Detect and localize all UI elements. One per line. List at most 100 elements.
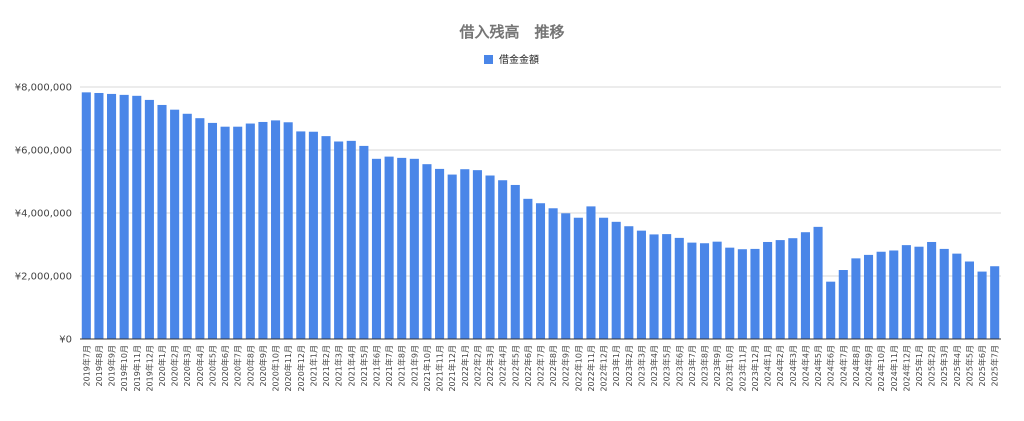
x-tick-label: 2020年8月 — [245, 345, 255, 386]
x-tick-label: 2025年7月 — [990, 345, 1000, 386]
bar — [725, 247, 735, 339]
bar — [435, 168, 445, 339]
bar — [826, 281, 836, 339]
bar — [750, 248, 760, 339]
x-tick-label: 2022年6月 — [523, 345, 533, 386]
x-tick-label: 2022年5月 — [510, 345, 520, 386]
x-tick-label: 2020年3月 — [182, 345, 192, 386]
bar — [157, 104, 167, 339]
bar — [737, 249, 747, 339]
x-tick-label: 2022年10月 — [573, 345, 583, 392]
x-tick-label: 2022年3月 — [485, 345, 495, 386]
bar — [712, 241, 722, 339]
x-tick-label: 2023年5月 — [662, 345, 672, 386]
bar — [990, 266, 1000, 339]
x-tick-label: 2024年10月 — [876, 345, 886, 392]
x-tick-label: 2019年10月 — [119, 345, 129, 392]
x-tick-label: 2020年11月 — [283, 345, 293, 392]
bar — [548, 208, 558, 339]
x-tick-label: 2019年12月 — [144, 345, 154, 392]
x-tick-label: 2024年4月 — [800, 345, 810, 386]
x-tick-label: 2025年1月 — [914, 345, 924, 386]
bar — [662, 234, 672, 339]
bar — [485, 175, 495, 339]
bar — [863, 254, 874, 339]
bar — [611, 221, 621, 339]
x-tick-label: 2024年11月 — [889, 345, 899, 392]
bar — [170, 109, 180, 340]
x-tick-label: 2022年7月 — [536, 345, 546, 386]
x-tick-label: 2021年3月 — [334, 345, 344, 386]
bar — [271, 120, 281, 339]
x-tick-label: 2023年11月 — [737, 345, 747, 392]
bar — [889, 250, 899, 339]
bar — [939, 248, 949, 339]
bar — [233, 126, 243, 339]
bar — [182, 113, 192, 340]
x-tick-label: 2023年1月 — [611, 345, 621, 386]
bar — [144, 99, 154, 339]
x-tick-label: 2024年6月 — [826, 345, 836, 386]
x-tick-label: 2020年4月 — [195, 345, 205, 386]
x-tick-label: 2024年12月 — [901, 345, 911, 392]
x-tick-label: 2024年2月 — [775, 345, 785, 386]
bar — [800, 232, 810, 339]
bar — [195, 118, 205, 339]
bar — [384, 156, 394, 339]
x-tick-label: 2021年11月 — [435, 345, 445, 392]
x-tick-label: 2020年5月 — [207, 345, 217, 386]
bar — [81, 92, 91, 339]
y-tick-label: ¥0 — [59, 335, 72, 346]
x-tick-label: 2020年6月 — [220, 345, 230, 386]
bar — [838, 270, 848, 339]
x-tick-label: 2025年6月 — [977, 345, 987, 386]
bar — [346, 140, 356, 339]
x-tick-label: 2023年3月 — [636, 345, 646, 386]
bar — [763, 241, 773, 339]
bar — [586, 206, 596, 339]
bar — [535, 203, 546, 339]
bar — [636, 230, 646, 339]
bar — [359, 145, 369, 339]
bar — [460, 169, 470, 339]
bars — [81, 92, 1000, 340]
x-tick-label: 2022年1月 — [460, 345, 470, 386]
legend-label: 借金金額 — [499, 53, 539, 66]
bar — [106, 93, 117, 340]
x-tick-label: 2021年12月 — [447, 345, 457, 392]
bar — [599, 217, 609, 339]
bar — [687, 242, 697, 339]
bar — [813, 226, 823, 339]
bar — [901, 245, 911, 339]
x-tick-label: 2023年4月 — [649, 345, 659, 386]
x-tick-label: 2024年5月 — [813, 345, 823, 386]
x-tick-label: 2025年2月 — [927, 345, 937, 386]
x-tick-label: 2024年8月 — [851, 345, 861, 386]
bar — [258, 121, 268, 339]
bar — [447, 174, 457, 339]
y-tick-label: ¥6,000,000 — [15, 146, 72, 157]
bar — [296, 131, 306, 339]
x-tick-label: 2023年7月 — [687, 345, 697, 386]
x-tick-label: 2021年4月 — [346, 345, 356, 386]
bar — [397, 157, 407, 339]
x-tick-label: 2023年6月 — [674, 345, 684, 386]
x-tick-label: 2019年8月 — [94, 345, 104, 386]
x-tick-label: 2022年12月 — [599, 345, 609, 392]
x-tick-label: 2021年10月 — [422, 345, 432, 392]
x-tick-label: 2020年9月 — [258, 345, 268, 386]
bar — [573, 217, 583, 339]
x-tick-label: 2024年9月 — [864, 345, 874, 386]
bar — [775, 240, 785, 339]
x-tick-label: 2021年2月 — [321, 345, 331, 386]
legend: 借金金額 — [484, 53, 539, 66]
chart-title: 借入残高 推移 — [458, 23, 564, 41]
bar — [472, 170, 482, 339]
x-tick-label: 2024年1月 — [763, 345, 773, 386]
x-tick-label: 2023年8月 — [700, 345, 710, 386]
x-tick-label: 2020年10月 — [271, 345, 281, 392]
bar — [977, 271, 987, 339]
x-tick-label: 2021年8月 — [397, 345, 407, 386]
